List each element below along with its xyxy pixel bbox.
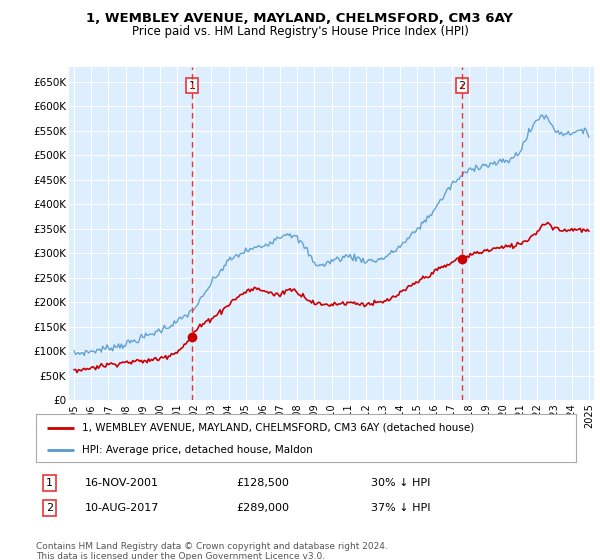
Text: 10-AUG-2017: 10-AUG-2017 [85, 503, 159, 513]
Text: 37% ↓ HPI: 37% ↓ HPI [371, 503, 430, 513]
Text: 1: 1 [46, 478, 53, 488]
Text: HPI: Average price, detached house, Maldon: HPI: Average price, detached house, Mald… [82, 445, 313, 455]
Text: 1, WEMBLEY AVENUE, MAYLAND, CHELMSFORD, CM3 6AY: 1, WEMBLEY AVENUE, MAYLAND, CHELMSFORD, … [86, 12, 514, 25]
Text: £128,500: £128,500 [236, 478, 289, 488]
Text: 2: 2 [458, 81, 466, 91]
Text: Price paid vs. HM Land Registry's House Price Index (HPI): Price paid vs. HM Land Registry's House … [131, 25, 469, 38]
Text: Contains HM Land Registry data © Crown copyright and database right 2024.
This d: Contains HM Land Registry data © Crown c… [36, 542, 388, 560]
Text: 30% ↓ HPI: 30% ↓ HPI [371, 478, 430, 488]
Text: 2: 2 [46, 503, 53, 513]
Text: 16-NOV-2001: 16-NOV-2001 [85, 478, 158, 488]
Text: 1, WEMBLEY AVENUE, MAYLAND, CHELMSFORD, CM3 6AY (detached house): 1, WEMBLEY AVENUE, MAYLAND, CHELMSFORD, … [82, 423, 474, 433]
Text: 1: 1 [188, 81, 196, 91]
Text: £289,000: £289,000 [236, 503, 289, 513]
